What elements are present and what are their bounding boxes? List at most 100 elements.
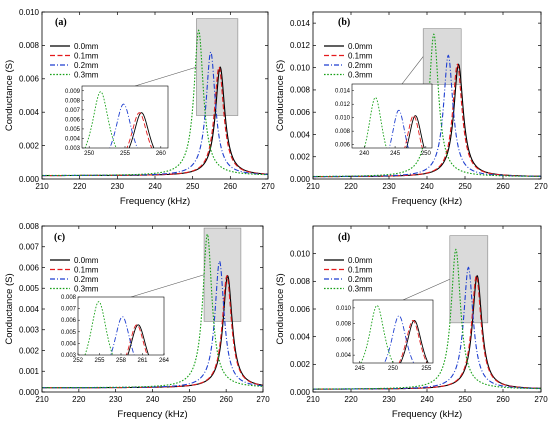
zoom-region-box [422,28,462,85]
y-tick-label: 0.008 [290,277,311,286]
y-tick-label: 0.010 [19,8,40,17]
legend-label-0.3mm: 0.3mm [74,71,99,80]
inset-x-tick-label: 250 [388,366,399,372]
y-tick-label: 0.014 [290,19,311,28]
legend-label-0.3mm: 0.3mm [348,71,373,80]
x-tick-label: 270 [261,182,275,191]
x-tick-label: 220 [73,182,87,191]
y-tick-label: 0.010 [290,249,311,258]
y-tick-label: 0.002 [19,346,40,355]
x-tick-label: 220 [344,182,358,191]
y-tick-label: 0.002 [19,141,40,150]
legend-label-0.1mm: 0.1mm [348,52,373,61]
y-tick-label: 0.004 [19,108,40,117]
y-tick-label: 0.000 [19,175,40,184]
panel-label: (d) [338,232,350,243]
y-axis-label: Conductance (S) [4,60,15,131]
inset-x-tick-label: 250 [84,151,95,157]
y-tick-label: 0.004 [19,305,40,314]
zoom-pointer-line [401,56,424,85]
panel-label: (b) [338,17,350,28]
series-line-0.2mm [313,266,541,390]
x-tick-label: 250 [458,182,472,191]
x-tick-label: 270 [256,395,270,404]
inset-y-tick-label: 0.005 [65,127,81,133]
inset-x-tick-label: 264 [159,358,170,364]
x-tick-label: 260 [219,395,233,404]
x-tick-label: 220 [72,395,86,404]
series-line-0.2mm [42,51,268,177]
x-axis-label: Frequency (kHz) [117,409,187,420]
panel-label: (a) [55,17,67,28]
x-tick-label: 210 [306,395,320,404]
inset-x-tick-label: 252 [73,358,84,364]
y-tick-label: 0.000 [290,388,311,397]
inset-y-tick-label: 0.008 [336,322,352,328]
inset-background [353,300,433,363]
inset-series-line-0.1mm [398,320,428,363]
inset-y-tick-label: 0.007 [61,307,77,313]
x-tick-label: 230 [382,182,396,191]
inset-x-tick-label: 240 [359,151,370,157]
y-tick-label: 0.006 [290,108,311,117]
series-line-0.1mm [42,274,263,389]
y-tick-label: 0.005 [19,284,40,293]
inset-y-tick-label: 0.014 [335,89,351,95]
inset-y-tick-label: 0.006 [335,143,351,149]
zoom-pointer-line [130,274,205,298]
legend-label-0.1mm: 0.1mm [74,266,99,275]
inset-x-tick-label: 255 [94,358,105,364]
inset-y-tick-label: 0.009 [65,89,81,95]
inset-y-tick-label: 0.003 [61,353,77,359]
zoom-pointer-line [134,66,197,87]
legend-label-0.0mm: 0.0mm [74,42,99,51]
x-tick-label: 240 [420,182,434,191]
y-tick-label: 0.008 [290,86,311,95]
y-axis-label: Conductance (S) [275,273,286,344]
inset-series-line-0.0mm [128,112,155,148]
inset-series-line-0.0mm [406,115,425,148]
inset-y-tick-label: 0.006 [61,318,77,324]
inset-y-tick-label: 0.004 [65,136,81,142]
x-tick-label: 260 [496,182,510,191]
y-tick-label: 0.004 [290,332,311,341]
x-tick-label: 210 [35,395,49,404]
x-tick-label: 250 [183,395,197,404]
legend-label-0.1mm: 0.1mm [74,52,99,61]
inset-y-tick-label: 0.004 [336,353,352,359]
inset-y-tick-label: 0.008 [65,98,81,104]
y-tick-label: 0.010 [290,63,311,72]
inset-y-tick-label: 0.005 [61,330,77,336]
panel-b: 210 220 230 240 250 260 270 0.000 0.002 0.004 0.00… [275,11,548,207]
inset-y-tick-label: 0.006 [336,337,352,343]
inset-x-tick-label: 245 [355,366,366,372]
zoom-pointer-line [402,278,450,301]
y-tick-label: 0.007 [19,243,40,252]
x-tick-label: 260 [496,395,510,404]
inset-frame [351,83,433,149]
y-tick-label: 0.006 [19,263,40,272]
x-tick-label: 230 [111,182,125,191]
x-tick-label: 270 [534,395,548,404]
series-line-0.3mm [42,29,268,177]
inset-x-tick-label: 245 [390,151,401,157]
panel-c: 210 220 230 240 250 260 270 0.000 0.001 0.002 0.00… [4,222,270,420]
x-tick-label: 220 [344,395,358,404]
zoom-region-box [196,18,239,116]
legend-label-0.1mm: 0.1mm [348,266,373,275]
zoom-region-box [449,235,489,324]
y-axis-label: Conductance (S) [4,273,15,344]
series-line-0.2mm [42,260,263,389]
y-tick-label: 0.012 [290,41,311,50]
inset-y-tick-label: 0.004 [61,341,77,347]
inset-series-line-0.3mm [360,305,394,363]
series-line-0.3mm [313,33,541,178]
y-tick-label: 0.003 [19,326,40,335]
x-axis-label: Frequency (kHz) [392,409,462,420]
y-tick-label: 0.008 [19,41,40,50]
legend-label-0.2mm: 0.2mm [74,275,99,284]
inset-series-line-0.0mm [399,320,429,363]
zoom-region-box [203,227,242,322]
x-tick-label: 210 [306,182,320,191]
